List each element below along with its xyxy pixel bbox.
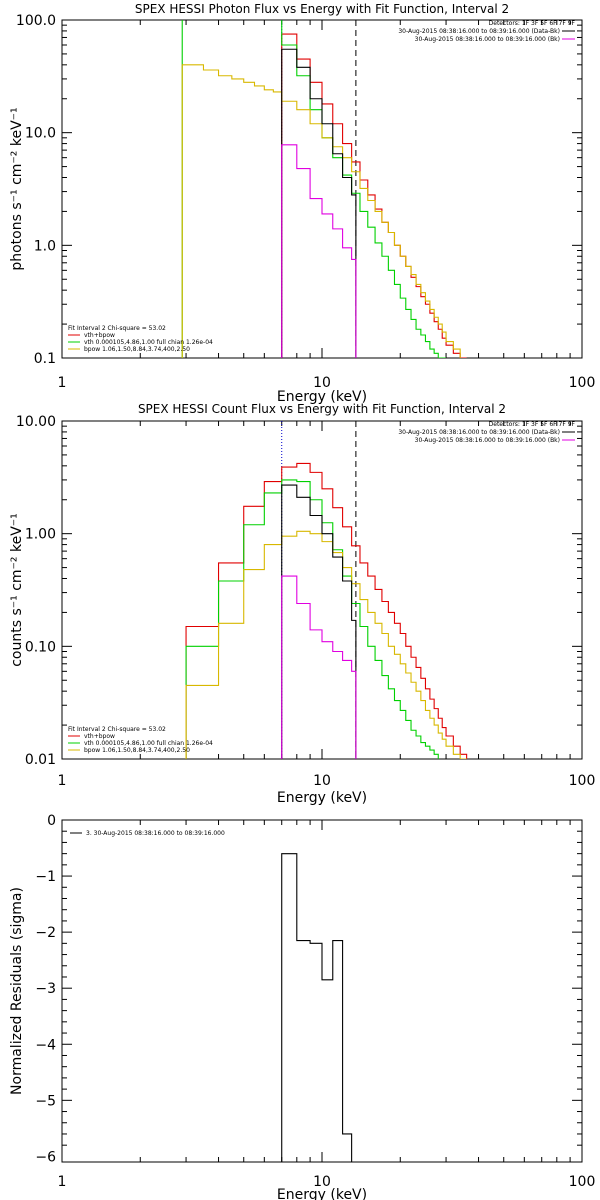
chart-panel-3: 1 10 100 0 −1 −2 −3 −4 −5 −6 Energy (keV) Normalize…: [9, 813, 595, 1200]
y-tick-label: 0: [47, 813, 56, 829]
plot-area: [181, 20, 467, 358]
fit-legend-label-vth: vth 0.000105,4.86,1.00 full chian 1.26e-…: [84, 339, 213, 346]
y-tick-label: 1.0: [34, 238, 56, 254]
legend-detectors: Detectors: 1F 3F 5F 6F 7F 9F: [489, 20, 576, 27]
x-tick-label: 1: [58, 1174, 67, 1190]
x-axis-label: Energy (keV): [277, 389, 367, 405]
y-tick-label: 100.0: [16, 13, 56, 29]
y-tick-label: 1.00: [25, 527, 56, 543]
x-tick-label: 10: [313, 1174, 331, 1190]
fit-legend-label-total: vth+bpow: [84, 332, 115, 339]
x-tick-label: 1: [58, 375, 67, 391]
fit-legend-label-bpow: bpow 1.06,1.50,8.84,3.74,400,2.50: [84, 346, 190, 353]
x-tick-label: 10: [313, 375, 331, 391]
plot-area: [281, 853, 356, 1162]
series-background-histogram: [281, 144, 357, 358]
y-tick-label: 0.01: [25, 752, 56, 768]
x-tick-label: 100: [569, 1174, 596, 1190]
y-tick-label: −4: [35, 1037, 56, 1053]
y-axis-label: photons s⁻¹ cm⁻² keV⁻¹: [9, 107, 25, 270]
legend-fit: Fit Interval 2 Chi-square = 53.02vth+bpo…: [68, 726, 213, 754]
plot-frame: [61, 19, 583, 359]
series-total-histogram: [281, 33, 467, 358]
y-tick-label: −2: [35, 925, 56, 941]
x-tick-label: 10: [313, 773, 331, 789]
series-data-histogram: [281, 48, 357, 358]
y-tick-label: −6: [35, 1149, 56, 1165]
chart-panel-2: SPEX HESSI Count Flux vs Energy with Fit…: [9, 402, 595, 806]
x-tick-label: 100: [569, 773, 596, 789]
y-tick-label: 0.10: [25, 639, 56, 655]
fit-legend-label-vth: vth 0.000105,4.86,1.00 full chian 1.26e-…: [84, 740, 213, 747]
chart-title: SPEX HESSI Count Flux vs Energy with Fit…: [138, 402, 506, 416]
legend-detectors: Detectors: 1F 3F 5F 6F 7F 9F: [489, 421, 576, 428]
y-tick-label: 10.00: [16, 414, 56, 430]
fit-legend-label-bpow: bpow 1.06,1.50,8.84,3.74,400,2.50: [84, 747, 190, 754]
series-vth-histogram: [185, 479, 439, 759]
x-axis-label: Energy (keV): [277, 1187, 367, 1200]
y-axis-label: counts s⁻¹ cm⁻² keV⁻¹: [9, 513, 25, 667]
fit-legend-header: Fit Interval 2 Chi-square = 53.02: [68, 325, 166, 332]
y-tick-label: −3: [35, 981, 56, 997]
y-tick-label: 0.1: [34, 351, 56, 367]
legend-top-right: Detectors: 1F 3F 5F 6F 7F 9F30-Aug-2015 …: [398, 20, 575, 43]
plot-frame: [61, 420, 583, 760]
y-tick-label: 10.0: [25, 126, 56, 142]
x-axis-label: Energy (keV): [277, 790, 367, 806]
legend-residuals: 3. 30-Aug-2015 08:38:16.000 to 08:39:16.…: [70, 830, 225, 837]
legend-fit: Fit Interval 2 Chi-square = 53.02vth+bpo…: [68, 325, 213, 353]
residual-legend-label: 3. 30-Aug-2015 08:38:16.000 to 08:39:16.…: [86, 830, 225, 837]
series-data-histogram: [281, 484, 357, 759]
legend-bk-label: 30-Aug-2015 08:38:16.000 to 08:39:16.000…: [415, 36, 560, 43]
x-tick-label: 1: [58, 773, 67, 789]
series-bpow-histogram: [185, 530, 467, 759]
series-background-histogram: [281, 575, 357, 759]
series-data-histogram: [281, 853, 356, 1162]
legend-top-right: Detectors: 1F 3F 5F 6F 7F 9F30-Aug-2015 …: [398, 421, 575, 444]
fit-legend-label-total: vth+bpow: [84, 733, 115, 740]
legend-bk-label: 30-Aug-2015 08:38:16.000 to 08:39:16.000…: [415, 437, 560, 444]
chart-panel-1: SPEX HESSI Photon Flux vs Energy with Fi…: [9, 2, 596, 405]
fit-legend-header: Fit Interval 2 Chi-square = 53.02: [68, 726, 166, 733]
plot-area: [185, 421, 468, 759]
y-tick-label: −5: [35, 1093, 56, 1109]
series-vth-histogram: [181, 20, 447, 358]
x-tick-label: 100: [569, 375, 596, 391]
chart-title: SPEX HESSI Photon Flux vs Energy with Fi…: [135, 2, 509, 16]
legend-data-label: 30-Aug-2015 08:38:16.000 to 08:39:16.000…: [398, 429, 560, 436]
series-total-histogram: [185, 462, 468, 759]
series-bpow-histogram: [181, 64, 461, 358]
plot-frame: [61, 819, 583, 1163]
y-tick-label: −1: [35, 869, 56, 885]
y-axis-label: Normalized Residuals (sigma): [9, 887, 25, 1095]
legend-data-label: 30-Aug-2015 08:38:16.000 to 08:39:16.000…: [398, 28, 560, 35]
